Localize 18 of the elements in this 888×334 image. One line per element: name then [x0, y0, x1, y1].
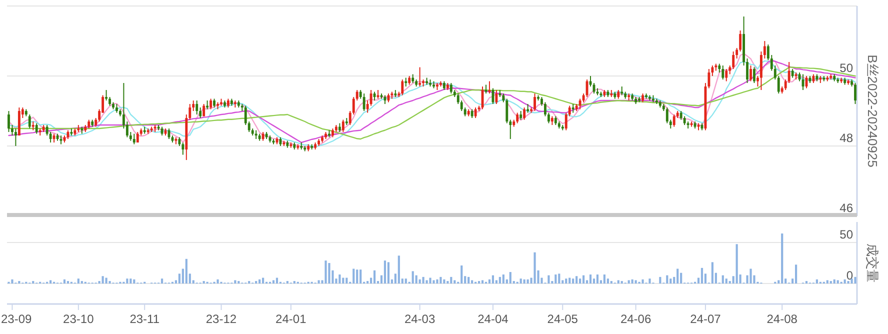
y-tick-label: 50 [840, 228, 854, 242]
x-tick-label: 23-10 [63, 312, 94, 326]
x-tick-label: 24-08 [766, 312, 798, 326]
x-tick-label: 24-03 [404, 312, 436, 326]
x-tick-label: 23-09 [1, 312, 32, 326]
x-tick-label: 23-12 [206, 312, 237, 326]
y-axis-title: 成交量 [865, 244, 880, 282]
x-tick-label: 24-07 [690, 312, 722, 326]
x-tick-label: 24-04 [478, 312, 509, 326]
y-axis-title: B丝2022-20240925 [865, 54, 880, 168]
x-tick-label: 23-11 [130, 312, 160, 326]
x-tick-label: 24-01 [276, 312, 307, 326]
x-tick-label: 24-06 [620, 312, 652, 326]
y-tick-label: 46 [840, 201, 854, 215]
y-tick-label: 0 [846, 268, 854, 282]
y-tick-label: 48 [840, 131, 854, 145]
x-tick-label: 24-05 [547, 312, 578, 326]
y-tick-label: 50 [840, 61, 854, 75]
